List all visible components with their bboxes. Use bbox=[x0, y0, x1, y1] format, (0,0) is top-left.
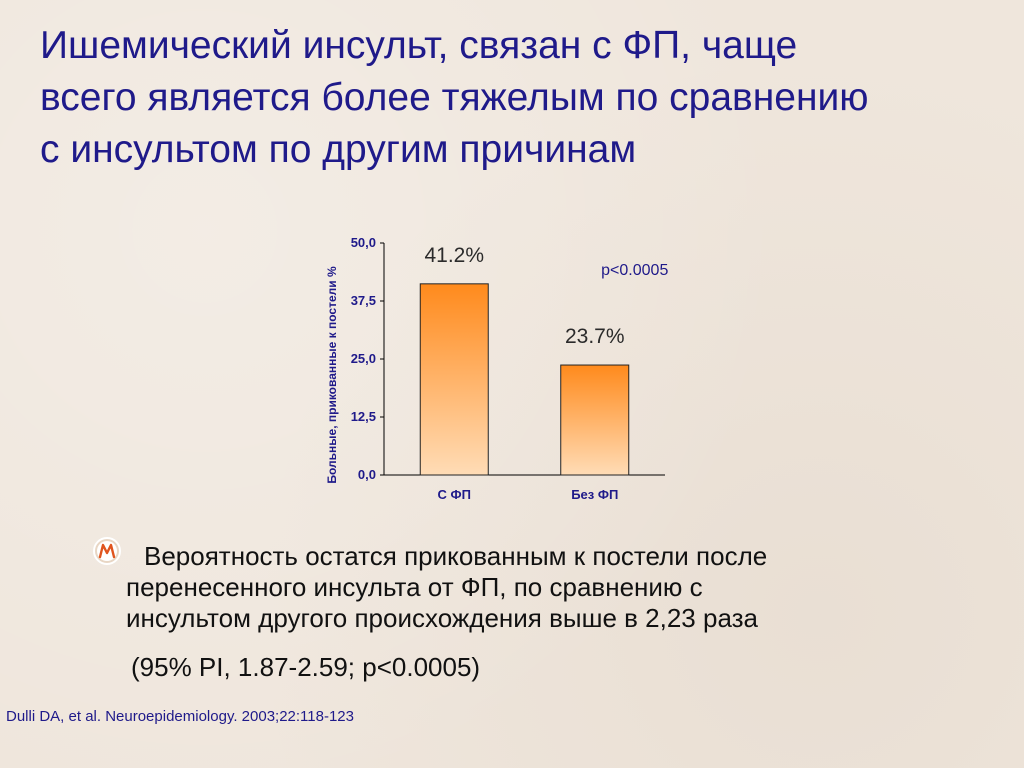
category-label: С ФП bbox=[438, 487, 471, 502]
y-tick-label: 12,5 bbox=[351, 409, 376, 424]
slide-title: Ишемический инсульт, связан с ФП, чаще в… bbox=[40, 20, 1000, 176]
bullet-line: перенесенного инсульта от ФП, по сравнен… bbox=[126, 572, 703, 602]
bullet-text: Вероятность остатся прикованным к постел… bbox=[126, 541, 986, 634]
bar bbox=[419, 283, 489, 476]
citation: Dulli DA, et al. Neuroepidemiology. 2003… bbox=[6, 708, 354, 725]
chart-labels: 41.2% С ФП 23.7% Без ФП p<0.0005 bbox=[424, 244, 668, 502]
title-line: с инсультом по другим причинам bbox=[40, 128, 637, 171]
chart-bars bbox=[419, 283, 630, 476]
title-line: Ишемический инсульт, связан с ФП, чаще bbox=[40, 24, 798, 67]
y-tick-label: 37,5 bbox=[351, 293, 376, 308]
bar-chart: 0,0 12,5 25,0 37,5 50,0 Больные, прикованные … bbox=[325, 235, 668, 502]
m-logo-bullet-icon bbox=[93, 537, 121, 565]
data-label: 41.2% bbox=[424, 244, 484, 267]
y-axis-label: Больные, прикованные к постели % bbox=[325, 266, 339, 484]
bar bbox=[560, 364, 630, 476]
chart-axes: 0,0 12,5 25,0 37,5 50,0 Больные, прикованные … bbox=[325, 235, 665, 484]
data-label: 23.7% bbox=[565, 325, 625, 348]
confidence-interval-text: (95% PI, 1.87-2.59; p<0.0005) bbox=[131, 652, 481, 682]
bullet-line: инсультом другого происхождения выше в 2… bbox=[126, 603, 758, 633]
bullet-line: Вероятность остатся прикованным к постел… bbox=[144, 541, 768, 571]
title-line: всего является более тяжелым по сравнени… bbox=[40, 76, 869, 119]
y-tick-label: 25,0 bbox=[351, 351, 376, 366]
p-value-annotation: p<0.0005 bbox=[601, 262, 668, 279]
y-tick-label: 50,0 bbox=[351, 235, 376, 250]
y-tick-label: 0,0 bbox=[358, 467, 376, 482]
category-label: Без ФП bbox=[571, 487, 618, 502]
